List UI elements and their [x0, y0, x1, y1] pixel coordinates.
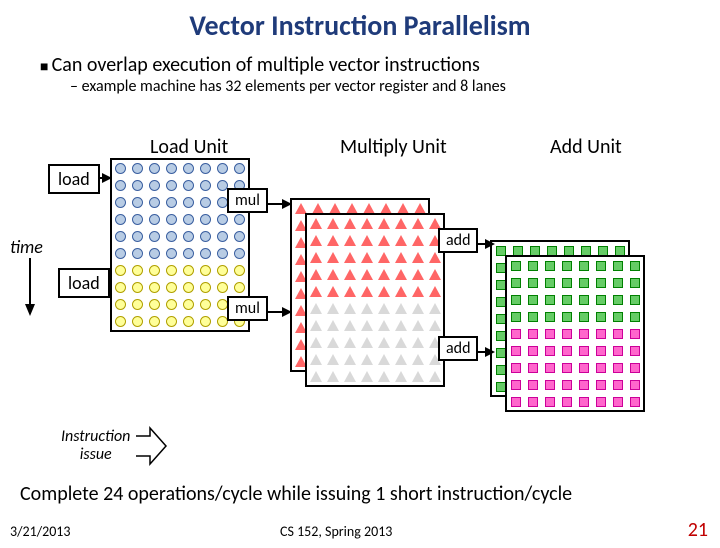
slide-title: Vector Instruction Parallelism	[0, 8, 720, 43]
footer-course: CS 152, Spring 2013	[280, 523, 392, 540]
page-number: 21	[688, 518, 708, 542]
label-issue: Instruction issue	[55, 426, 136, 465]
label-load1: load	[48, 164, 100, 194]
summary-text: Complete 24 operations/cycle while issui…	[20, 482, 572, 506]
header-load: Load Unit	[150, 135, 228, 159]
label-add1: add	[438, 228, 478, 253]
header-add: Add Unit	[550, 135, 622, 159]
header-mul: Multiply Unit	[340, 135, 447, 159]
label-mul1: mul	[227, 188, 268, 213]
label-load2: load	[58, 268, 110, 298]
footer-date: 3/21/2013	[10, 523, 70, 540]
bullets: Can overlap execution of multiple vector…	[40, 53, 690, 96]
bullet-2: example machine has 32 elements per vect…	[70, 77, 690, 96]
label-mul2: mul	[227, 296, 268, 321]
bullet-1: Can overlap execution of multiple vector…	[40, 53, 690, 77]
label-add2: add	[438, 336, 478, 361]
label-time: time	[10, 236, 43, 258]
